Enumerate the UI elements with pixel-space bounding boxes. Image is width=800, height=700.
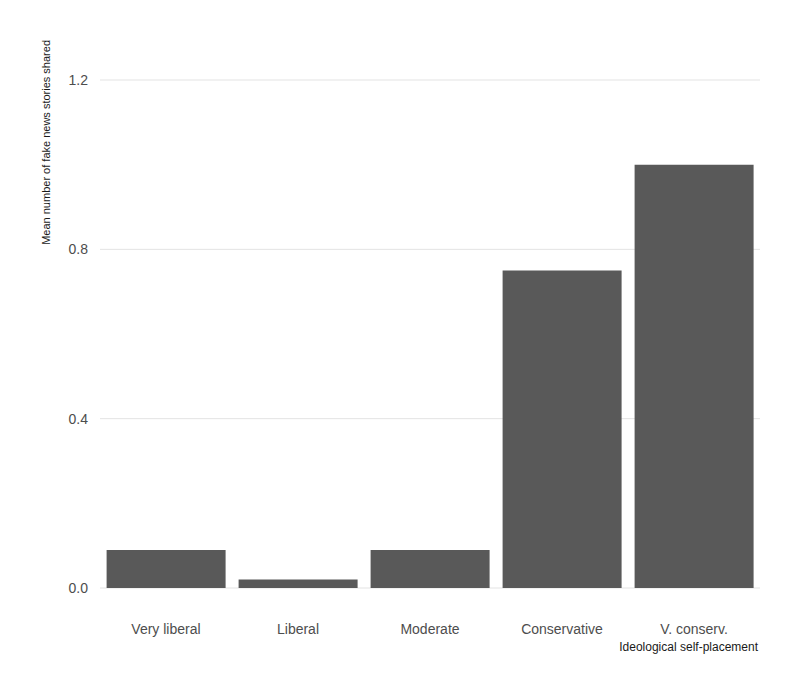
svg-text:Ideological self-placement: Ideological self-placement	[619, 640, 758, 654]
svg-text:Liberal: Liberal	[277, 621, 319, 637]
svg-text:V. conserv.: V. conserv.	[660, 621, 728, 637]
svg-text:1.2: 1.2	[69, 72, 89, 88]
svg-text:0.0: 0.0	[69, 580, 89, 596]
svg-text:Moderate: Moderate	[400, 621, 459, 637]
svg-text:0.4: 0.4	[69, 411, 89, 427]
svg-text:0.8: 0.8	[69, 241, 89, 257]
svg-text:Mean number of fake news stori: Mean number of fake news stories shared	[40, 40, 52, 245]
svg-text:Conservative: Conservative	[521, 621, 603, 637]
svg-text:Very liberal: Very liberal	[131, 621, 200, 637]
